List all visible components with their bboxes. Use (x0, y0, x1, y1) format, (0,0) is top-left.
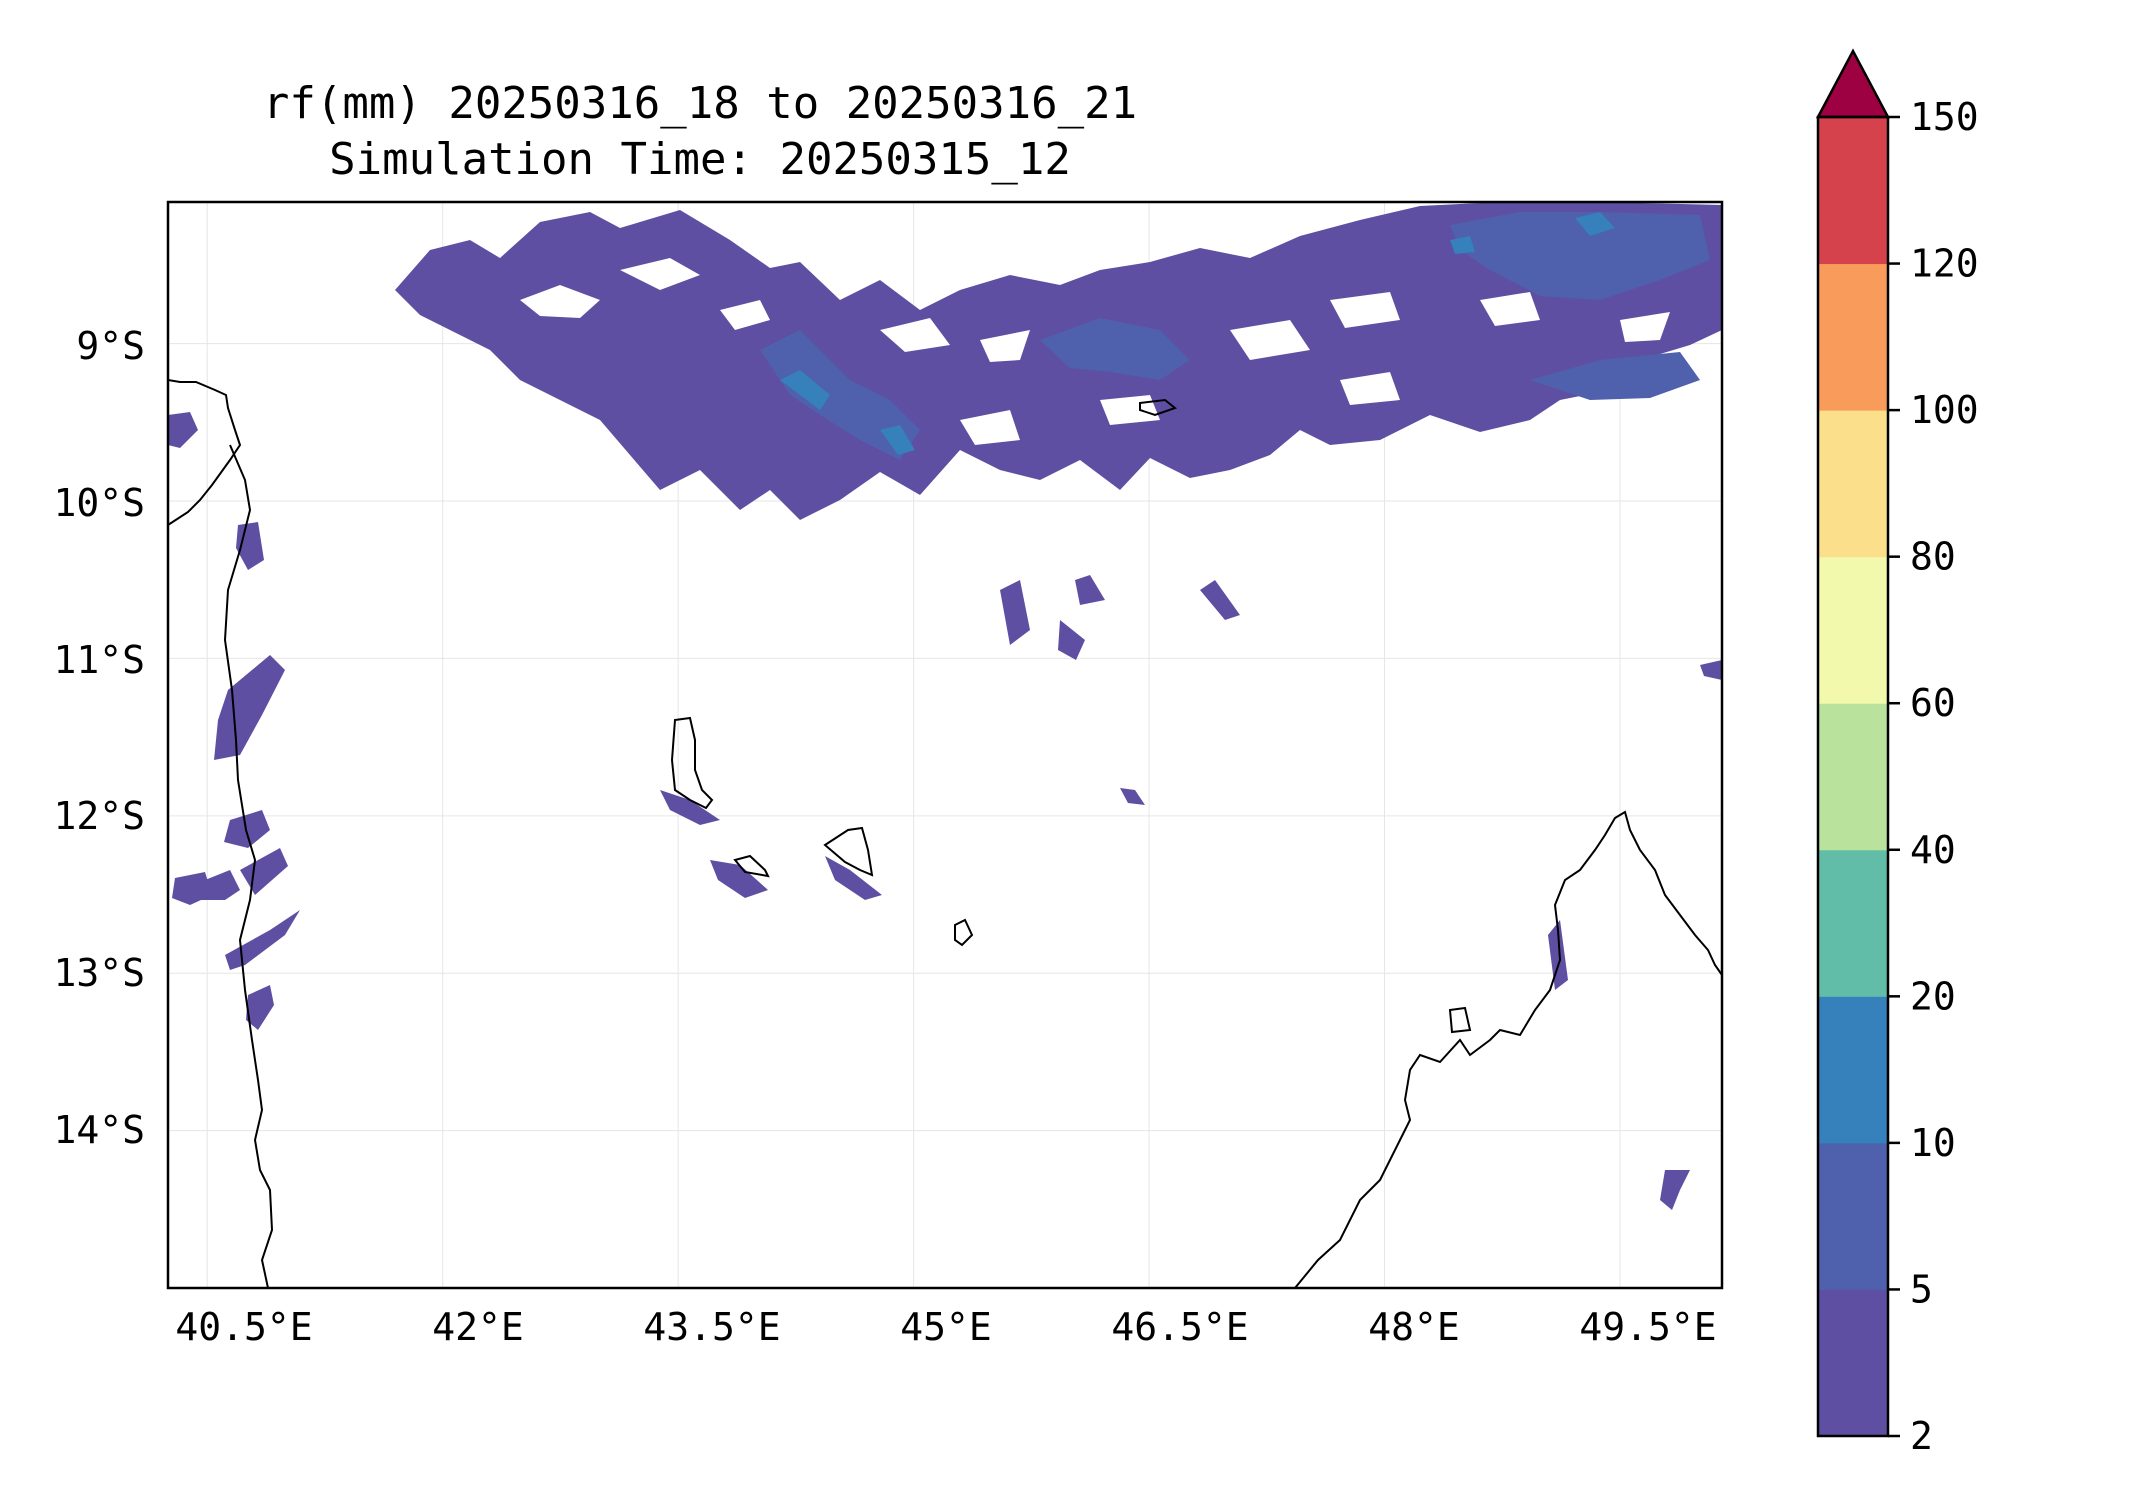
colorbar-segment (1818, 1289, 1888, 1437)
lon-tick-label: 45°E (900, 1305, 992, 1349)
colorbar-tick-label: 120 (1910, 242, 1979, 286)
map-title-line2: Simulation Time: 20250315_12 (329, 134, 1071, 185)
map-frame (166, 200, 1724, 1290)
coastlines (168, 379, 1722, 1288)
lon-tick-label: 40.5°E (175, 1305, 312, 1349)
colorbar-segment (1818, 849, 1888, 997)
map-panel (166, 200, 1724, 1290)
colorbar-tick-label: 100 (1910, 388, 1979, 432)
colorbar-segment (1818, 410, 1888, 558)
colorbar-segment (1818, 703, 1888, 851)
lon-tick-label: 42°E (432, 1305, 524, 1349)
colorbar-tick-label: 5 (1910, 1267, 1933, 1311)
lon-tick-label: 49.5°E (1579, 1305, 1716, 1349)
rainfall-field (168, 202, 1722, 1210)
coastline-africa (168, 379, 274, 1288)
colorbar-tick-label: 10 (1910, 1121, 1956, 1165)
lat-tick-label: 11°S (53, 638, 145, 682)
colorbar: 2 5 10 20 40 60 80 100 120 150 (1815, 48, 1979, 1458)
coastline-madagascar (1294, 810, 1722, 1288)
colorbar-tick-label: 2 (1910, 1414, 1933, 1458)
colorbar-segment (1818, 996, 1888, 1144)
colorbar-tick-label: 60 (1910, 681, 1956, 725)
colorbar-extend-arrow (1815, 48, 1891, 119)
colorbar-segment (1818, 556, 1888, 704)
lat-tick-label: 14°S (53, 1108, 145, 1152)
coastline-mayotte (954, 918, 974, 947)
lon-tick-label: 48°E (1368, 1305, 1460, 1349)
colorbar-tick-label: 20 (1910, 974, 1956, 1018)
colorbar-segment (1818, 1142, 1888, 1290)
longitude-tick-labels: 40.5°E 42°E 43.5°E 45°E 46.5°E 48°E 49.5… (175, 1305, 1716, 1349)
coastline-anjouan-mayotte (823, 826, 874, 877)
rain-gaps (520, 258, 1670, 445)
coastline-grande-comore (670, 716, 714, 810)
coastline-aldabra (1139, 398, 1178, 417)
lat-tick-label: 9°S (76, 324, 145, 368)
colorbar-segment (1818, 263, 1888, 411)
coastline-moheli (733, 854, 770, 878)
rain-band-north-1 (395, 202, 1722, 520)
lat-tick-label: 13°S (53, 951, 145, 995)
coastline-nosy-be (1448, 1006, 1472, 1034)
latitude-tick-labels: 9°S 10°S 11°S 12°S 13°S 14°S (53, 324, 145, 1152)
map-title-line1: rf(mm) 20250316_18 to 20250316_21 (262, 78, 1138, 129)
lat-tick-label: 12°S (53, 794, 145, 838)
colorbar-tick-label: 150 (1910, 95, 1979, 139)
colorbar-segment (1818, 117, 1888, 265)
lon-tick-label: 46.5°E (1111, 1305, 1248, 1349)
lon-tick-label: 43.5°E (643, 1305, 780, 1349)
colorbar-tick-label: 80 (1910, 535, 1956, 579)
colorbar-tick-label: 40 (1910, 828, 1956, 872)
lat-tick-label: 10°S (53, 481, 145, 525)
colorbar-frame (1816, 115, 1890, 1438)
rain-core-north (760, 212, 1710, 460)
